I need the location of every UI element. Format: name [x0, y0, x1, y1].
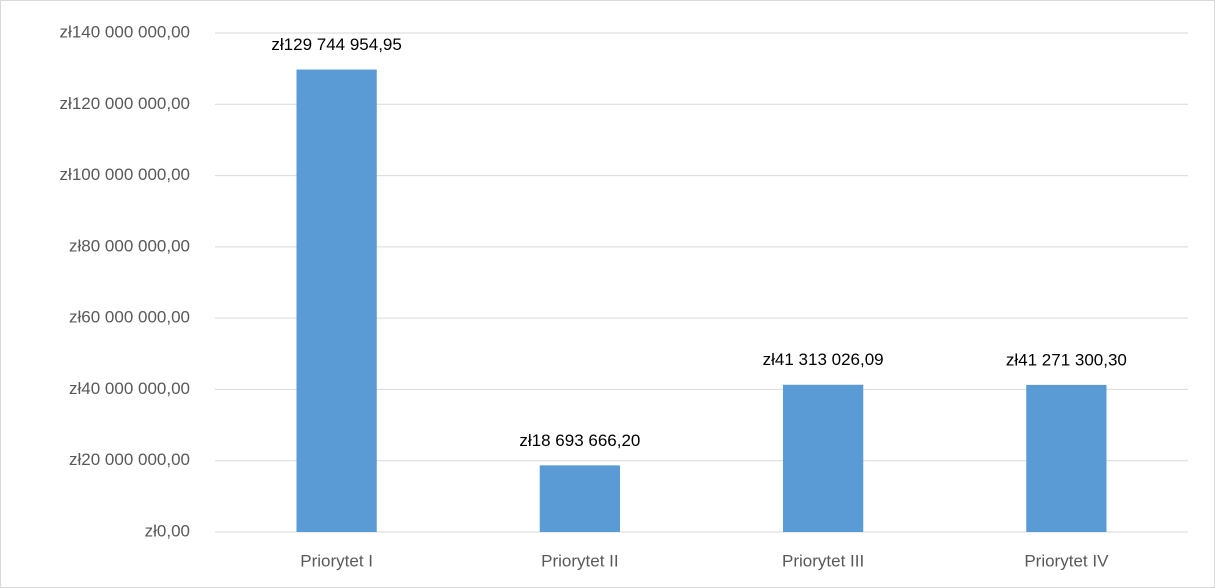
bar	[1026, 384, 1107, 532]
bar	[539, 465, 621, 532]
bar	[782, 384, 864, 532]
y-tick-label: zł40 000 000,00	[69, 379, 190, 398]
x-tick-label: Priorytet I	[300, 551, 373, 570]
y-tick-label: zł20 000 000,00	[69, 450, 190, 469]
x-tick-label: Priorytet IV	[1024, 551, 1109, 570]
value-label: zł41 271 300,30	[1006, 350, 1127, 369]
y-tick-label: zł80 000 000,00	[69, 236, 190, 255]
bar	[296, 69, 377, 532]
value-label: zł41 313 026,09	[763, 350, 884, 369]
y-tick-label: zł100 000 000,00	[60, 165, 190, 184]
y-tick-label: zł60 000 000,00	[69, 308, 190, 327]
y-tick-label: zł140 000 000,00	[60, 22, 190, 41]
value-label: zł18 693 666,20	[519, 431, 640, 450]
y-tick-label: zł0,00	[145, 521, 190, 540]
x-tick-label: Priorytet III	[782, 551, 864, 570]
value-label: zł129 744 954,95	[271, 35, 401, 54]
y-tick-label: zł120 000 000,00	[60, 94, 190, 113]
x-tick-label: Priorytet II	[541, 551, 618, 570]
